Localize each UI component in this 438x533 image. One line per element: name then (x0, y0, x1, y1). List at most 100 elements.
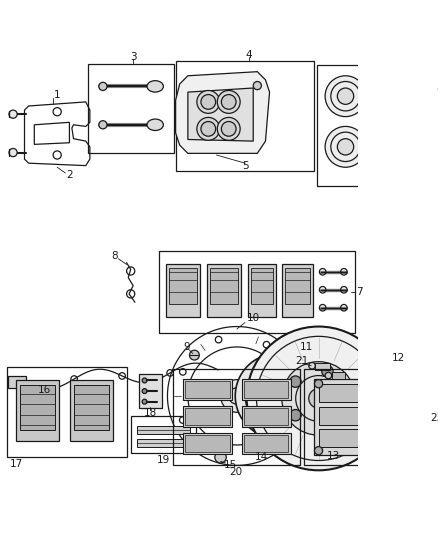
Circle shape (325, 372, 332, 379)
Bar (318, 384, 364, 402)
Text: 15: 15 (224, 461, 237, 471)
Bar (317, 65, 435, 186)
Bar (242, 433, 291, 454)
Circle shape (382, 139, 399, 155)
Polygon shape (176, 71, 269, 154)
Text: 20: 20 (230, 467, 243, 477)
Circle shape (235, 353, 320, 439)
Circle shape (290, 409, 301, 421)
Bar (315, 364, 330, 370)
Bar (242, 379, 291, 400)
Circle shape (252, 376, 261, 385)
Text: 21: 21 (296, 356, 309, 366)
Bar (74, 385, 109, 430)
Text: 5: 5 (242, 160, 248, 171)
Circle shape (272, 390, 283, 402)
Ellipse shape (147, 80, 163, 92)
Bar (372, 430, 417, 447)
Bar (21, 385, 55, 430)
Circle shape (370, 76, 411, 117)
Text: 1: 1 (54, 91, 60, 100)
Text: 23: 23 (431, 413, 438, 423)
Text: 16: 16 (38, 385, 52, 395)
Text: 14: 14 (255, 452, 268, 462)
Text: 8: 8 (111, 251, 118, 261)
Bar (159, 252, 355, 333)
Circle shape (221, 94, 236, 109)
Bar (318, 430, 364, 447)
Circle shape (290, 376, 301, 387)
Bar (332, 372, 345, 379)
Bar (166, 264, 200, 317)
Circle shape (281, 366, 291, 376)
Circle shape (197, 91, 220, 114)
Circle shape (253, 82, 261, 90)
Circle shape (201, 94, 215, 109)
Bar (169, 268, 197, 304)
Circle shape (282, 362, 355, 435)
Text: 2: 2 (66, 171, 73, 181)
Circle shape (9, 110, 17, 118)
Circle shape (281, 416, 291, 426)
Circle shape (255, 373, 300, 419)
Circle shape (337, 88, 354, 104)
Bar (16, 379, 59, 441)
Circle shape (197, 117, 220, 140)
Text: 11: 11 (300, 342, 313, 352)
Circle shape (325, 126, 366, 167)
Bar (314, 379, 425, 455)
Circle shape (321, 366, 333, 377)
Bar (183, 433, 232, 454)
Bar (137, 439, 190, 447)
Ellipse shape (99, 120, 107, 129)
Text: 10: 10 (247, 313, 260, 324)
Circle shape (342, 393, 353, 404)
Circle shape (299, 391, 309, 401)
Text: 13: 13 (327, 450, 340, 461)
Text: 4: 4 (246, 50, 252, 60)
Text: 18: 18 (144, 408, 157, 418)
Bar (173, 369, 300, 465)
Bar (70, 379, 113, 441)
Text: 17: 17 (10, 459, 23, 469)
Circle shape (9, 149, 17, 157)
Text: 7: 7 (356, 287, 363, 297)
Circle shape (338, 430, 361, 453)
Circle shape (142, 378, 147, 383)
Circle shape (370, 126, 411, 167)
Circle shape (217, 117, 240, 140)
Bar (183, 379, 232, 400)
Circle shape (314, 447, 323, 455)
Ellipse shape (99, 82, 107, 91)
Text: 12: 12 (392, 352, 405, 362)
Bar (285, 268, 310, 304)
Bar (372, 384, 417, 402)
Circle shape (414, 447, 422, 455)
Text: 3: 3 (130, 52, 137, 62)
Circle shape (337, 139, 354, 155)
Bar (131, 416, 196, 453)
Bar (7, 367, 127, 457)
Bar (183, 406, 232, 427)
Circle shape (190, 350, 199, 360)
Circle shape (321, 420, 333, 431)
Circle shape (142, 399, 147, 404)
Bar (244, 381, 288, 398)
Bar (137, 426, 190, 434)
Bar (242, 406, 291, 427)
Bar (139, 374, 162, 408)
Text: 6: 6 (436, 85, 438, 95)
Bar (318, 407, 364, 425)
Bar (210, 268, 238, 304)
Circle shape (215, 451, 226, 463)
Text: 19: 19 (157, 455, 170, 465)
Circle shape (309, 362, 315, 369)
Bar (282, 264, 313, 317)
Bar (247, 264, 276, 317)
Circle shape (247, 327, 390, 470)
Bar (207, 264, 241, 317)
Circle shape (382, 88, 399, 104)
Bar (8, 376, 26, 388)
Circle shape (325, 76, 366, 117)
Circle shape (142, 389, 147, 393)
